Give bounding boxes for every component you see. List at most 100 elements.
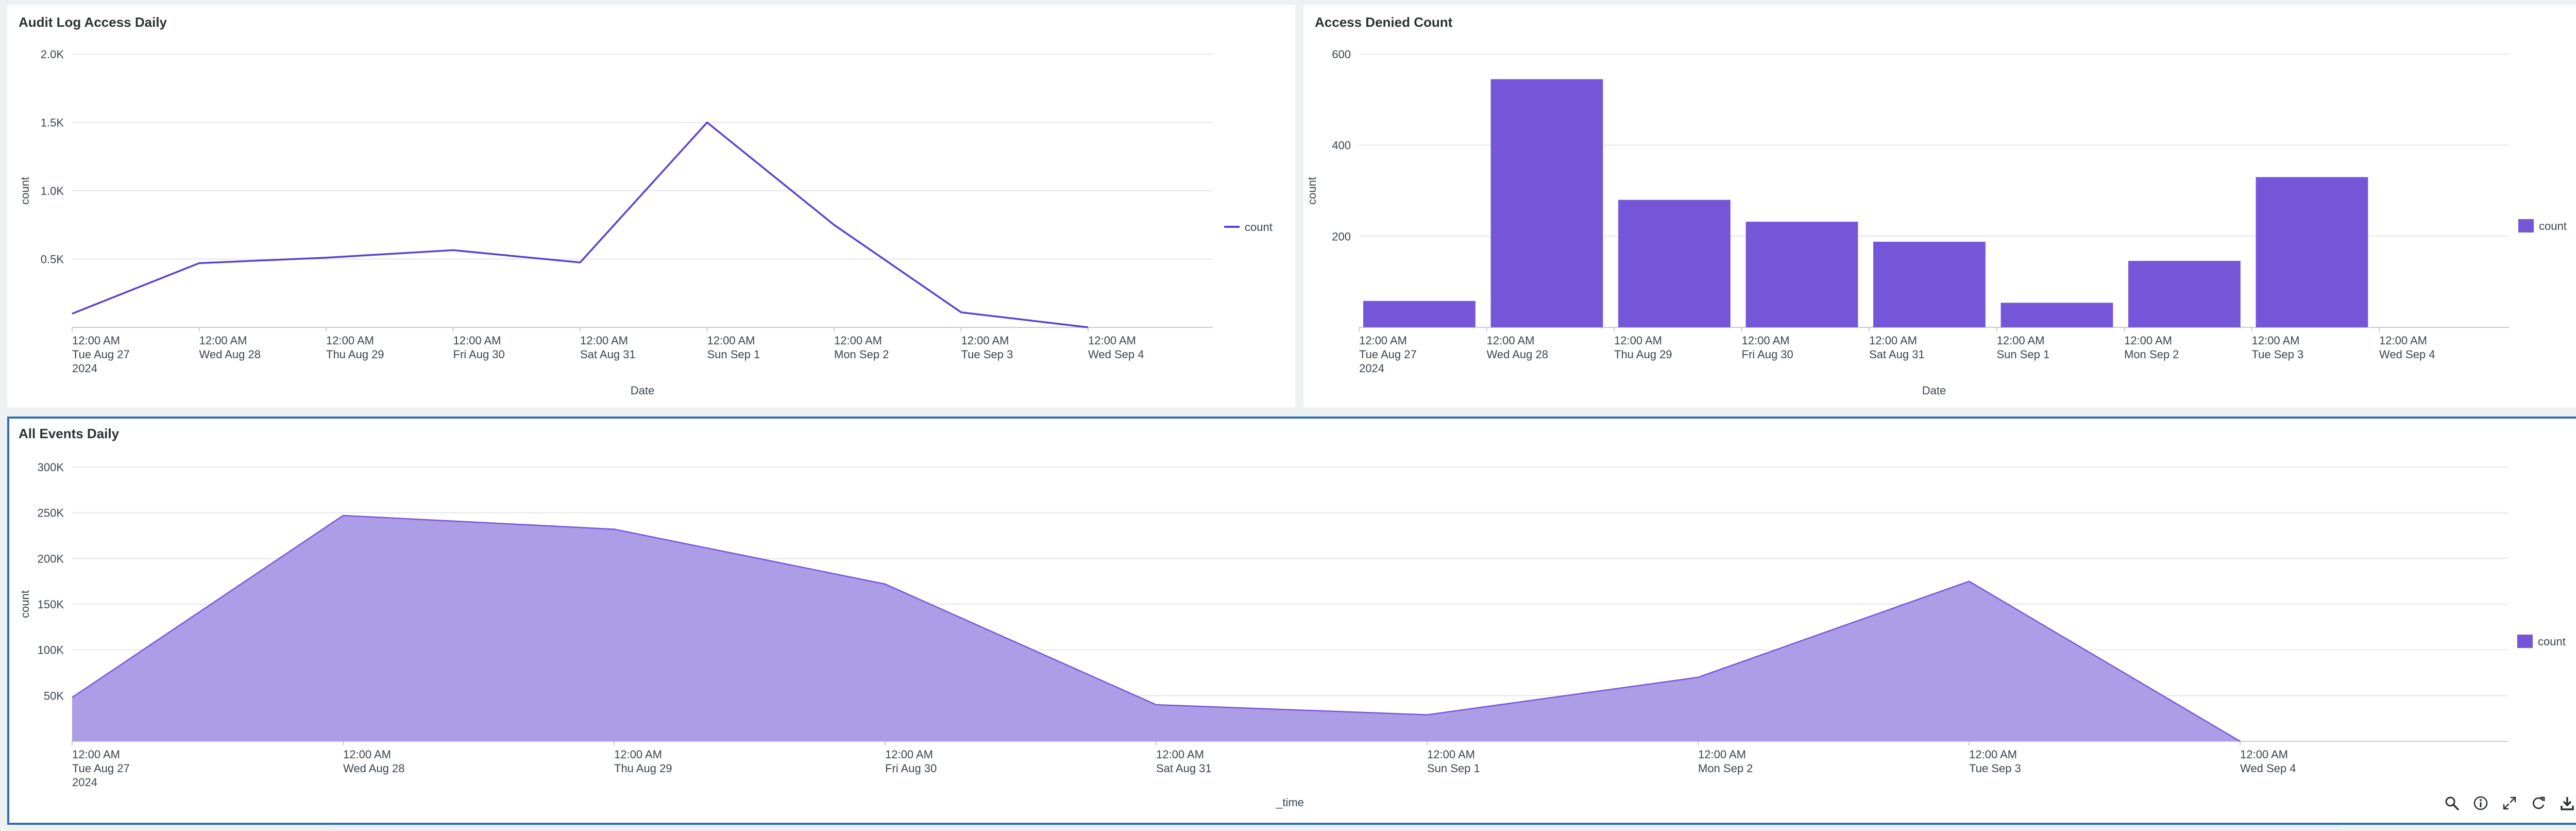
bar (1873, 241, 1986, 327)
y-tick-label: 2.0K (41, 48, 64, 61)
x-tick-label: 12:00 AM (707, 334, 755, 347)
panel-title: Access Denied Count (1315, 14, 1453, 30)
x-tick-label: 12:00 AM (2252, 334, 2300, 347)
x-tick-label: 12:00 AM (834, 334, 882, 347)
x-tick-label: Wed Aug 28 (343, 762, 404, 775)
panel-audit-log-access-daily: Audit Log Access Daily 0.5K 1.0K 1.5K 2.0K c… (7, 5, 1295, 407)
bar (1490, 79, 1603, 328)
x-tick-label: 12:00 AM (961, 334, 1009, 347)
expand-icon[interactable] (2501, 794, 2518, 812)
x-tick-label: 12:00 AM (1742, 334, 1790, 347)
y-tick-label: 250K (38, 507, 64, 520)
x-tick-label: 12:00 AM (1359, 334, 1407, 347)
x-tick-label: 12:00 AM (1487, 334, 1535, 347)
legend: count (1224, 221, 1273, 234)
series-area (72, 515, 2240, 741)
search-icon[interactable] (2443, 794, 2461, 812)
x-tick-label: Sat Aug 31 (1156, 762, 1212, 775)
y-tick-label: 300K (38, 461, 64, 474)
bar (2128, 261, 2241, 327)
x-tick-label: Wed Sep 4 (2240, 762, 2296, 775)
x-tick-label: 12:00 AM (1869, 334, 1917, 347)
x-tick-label: 12:00 AM (343, 748, 391, 761)
bar (2256, 177, 2368, 327)
y-tick-label: 200K (38, 552, 64, 565)
download-icon[interactable] (2558, 794, 2576, 812)
x-tick-label: Wed Aug 28 (1487, 348, 1548, 361)
panel-toolbar (2443, 793, 2576, 813)
x-tick-label: 12:00 AM (72, 334, 120, 347)
y-tick-label: 150K (38, 598, 64, 611)
y-axis-label: count (1306, 177, 1318, 205)
x-axis-label: _time (1276, 796, 1304, 809)
x-tick-label: Thu Aug 29 (326, 348, 384, 361)
x-tick-label: 12:00 AM (1088, 334, 1136, 347)
x-tick-label: Sun Sep 1 (707, 348, 760, 361)
x-tick-label: Tue Sep 3 (1969, 762, 2021, 775)
x-tick-label: Fri Aug 30 (453, 348, 505, 361)
panel-title: All Events Daily (19, 426, 120, 441)
x-tick-label: Sat Aug 31 (580, 348, 636, 361)
x-tick-label: 12:00 AM (580, 334, 628, 347)
y-tick-label: 200 (1332, 230, 1351, 243)
x-tick-label: 2024 (72, 776, 97, 789)
panel-all-events-daily[interactable]: All Events Daily 50K 100K 150K 200K 250K 300K… (7, 417, 2576, 825)
x-tick-label: 12:00 AM (1156, 748, 1204, 761)
x-tick-label: Sun Sep 1 (1427, 762, 1480, 775)
x-axis-label: Date (1922, 384, 1946, 397)
x-tick-label: Wed Aug 28 (199, 348, 261, 361)
x-tick-label: Thu Aug 29 (1614, 348, 1672, 361)
y-tick-label: 1.0K (41, 185, 64, 197)
x-tick-label: Sun Sep 1 (1997, 348, 2050, 361)
x-tick-label: 12:00 AM (1969, 748, 2017, 761)
x-tick-label: 12:00 AM (614, 748, 662, 761)
bar (1363, 301, 1476, 327)
bar (1745, 222, 1858, 327)
x-tick-label: 12:00 AM (2124, 334, 2172, 347)
x-tick-label: 12:00 AM (885, 748, 933, 761)
legend-swatch (2518, 219, 2534, 232)
x-tick-label: 12:00 AM (453, 334, 501, 347)
panel-title: Audit Log Access Daily (19, 14, 167, 30)
x-tick-label: 12:00 AM (199, 334, 247, 347)
y-tick-label: 100K (38, 644, 64, 657)
x-tick-label: 12:00 AM (2379, 334, 2427, 347)
y-axis-label: count (19, 590, 31, 618)
y-tick-label: 400 (1332, 139, 1351, 152)
legend-label: count (2538, 635, 2566, 648)
x-tick-label: Wed Sep 4 (1088, 348, 1144, 361)
x-tick-label: Mon Sep 2 (1698, 762, 1753, 775)
x-tick-label: 12:00 AM (72, 748, 120, 761)
x-tick-label: Tue Aug 27 (1359, 348, 1417, 361)
x-tick-label: Tue Aug 27 (72, 348, 130, 361)
legend-label: count (2539, 220, 2567, 232)
x-tick-label: Wed Sep 4 (2379, 348, 2435, 361)
x-tick-label: Tue Sep 3 (2252, 348, 2304, 361)
series-line (72, 121, 1089, 328)
x-tick-label: Fri Aug 30 (885, 762, 937, 775)
y-tick-label: 0.5K (41, 253, 64, 266)
series-area-line (72, 514, 2241, 742)
legend-label: count (1245, 221, 1273, 234)
x-tick-label: 12:00 AM (1698, 748, 1746, 761)
y-tick-label: 600 (1332, 48, 1351, 61)
x-tick-label: 12:00 AM (1427, 748, 1475, 761)
legend: count (2517, 635, 2566, 648)
x-tick-label: Mon Sep 2 (834, 348, 889, 361)
x-tick-label: 12:00 AM (326, 334, 374, 347)
y-axis-label: count (19, 177, 31, 205)
panel-access-denied-count: Access Denied Count 200 400 600 count 12:00 … (1303, 5, 2576, 407)
info-icon[interactable] (2472, 794, 2489, 812)
x-tick-label: Mon Sep 2 (2124, 348, 2179, 361)
bar (1618, 200, 1731, 327)
x-tick-label: 12:00 AM (1614, 334, 1662, 347)
x-tick-label: Sat Aug 31 (1869, 348, 1925, 361)
x-tick-label: Fri Aug 30 (1742, 348, 1793, 361)
x-tick-label: 2024 (72, 362, 97, 375)
refresh-icon[interactable] (2530, 794, 2547, 812)
y-tick-label: 1.5K (41, 117, 64, 129)
x-tick-label: Tue Sep 3 (961, 348, 1013, 361)
bar (2001, 303, 2113, 327)
